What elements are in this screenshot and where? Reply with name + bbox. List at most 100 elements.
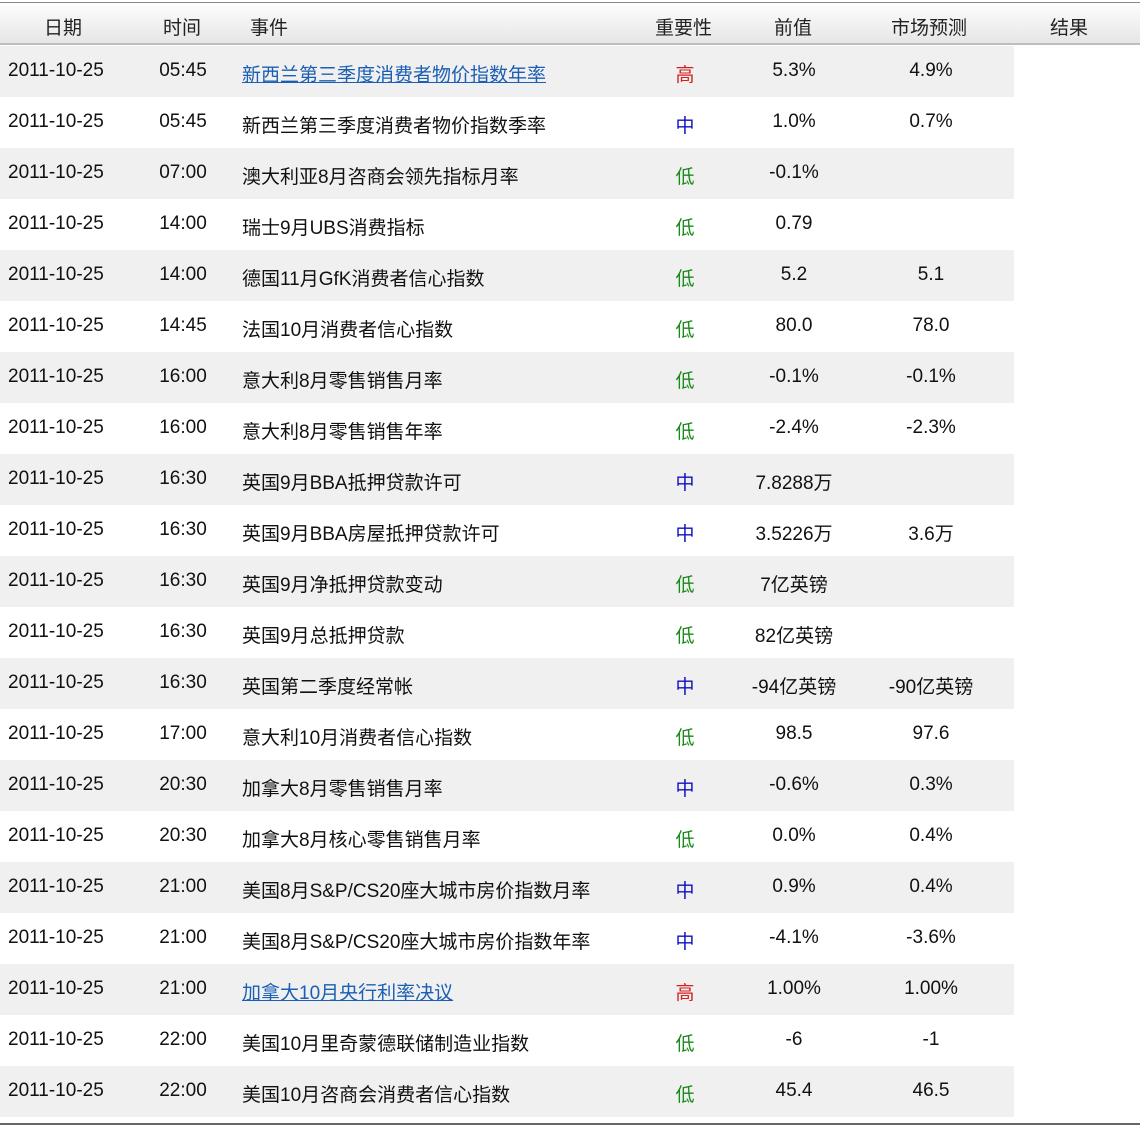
importance-cell: 低 bbox=[675, 1085, 695, 1106]
previous-cell: 98.5 bbox=[775, 723, 813, 744]
event-cell: 英国9月BBA房屋抵押贷款许可 bbox=[242, 524, 500, 545]
event-cell: 美国8月S&P/CS20座大城市房价指数月率 bbox=[242, 881, 591, 902]
table-row: 2011-10-25 16:00 意大利8月零售销售月率 低 -0.1% -0.1% bbox=[0, 352, 1140, 403]
previous-cell: 5.3% bbox=[772, 60, 816, 81]
table-row: 2011-10-25 16:00 意大利8月零售销售年率 低 -2.4% -2.3% bbox=[0, 403, 1140, 454]
event-cell: 美国10月里奇蒙德联储制造业指数 bbox=[242, 1034, 530, 1055]
forecast-cell: 5.1 bbox=[917, 264, 945, 285]
previous-cell: -0.1% bbox=[769, 162, 819, 183]
event-cell[interactable]: 新西兰第三季度消费者物价指数年率 bbox=[242, 65, 547, 86]
date-cell: 2011-10-25 bbox=[8, 1080, 104, 1101]
previous-cell: -4.1% bbox=[769, 927, 819, 948]
header-time[interactable]: 时间 bbox=[163, 18, 202, 39]
forecast-cell: 1.00% bbox=[904, 978, 958, 999]
importance-cell: 高 bbox=[675, 65, 695, 86]
event-cell: 意大利10月消费者信心指数 bbox=[242, 728, 473, 749]
date-cell: 2011-10-25 bbox=[8, 927, 104, 948]
date-cell: 2011-10-25 bbox=[8, 876, 104, 897]
importance-cell: 中 bbox=[675, 779, 695, 800]
importance-cell: 低 bbox=[675, 422, 695, 443]
header-importance[interactable]: 重要性 bbox=[655, 18, 713, 39]
date-cell: 2011-10-25 bbox=[8, 111, 104, 132]
forecast-cell: 3.6万 bbox=[908, 524, 954, 545]
table-row: 2011-10-25 05:45 新西兰第三季度消费者物价指数季率 中 1.0% 0.7% bbox=[0, 97, 1140, 148]
previous-cell: 5.2 bbox=[780, 264, 808, 285]
date-cell: 2011-10-25 bbox=[8, 825, 104, 846]
time-cell: 16:00 bbox=[159, 366, 207, 387]
date-cell: 2011-10-25 bbox=[8, 162, 104, 183]
event-cell: 加拿大8月零售销售月率 bbox=[242, 779, 443, 800]
time-cell: 16:30 bbox=[159, 570, 207, 591]
forecast-cell: 0.3% bbox=[909, 774, 953, 795]
time-cell: 16:00 bbox=[159, 417, 207, 438]
date-cell: 2011-10-25 bbox=[8, 315, 104, 336]
importance-cell: 中 bbox=[675, 881, 695, 902]
time-cell: 20:30 bbox=[159, 774, 207, 795]
event-cell: 澳大利亚8月咨商会领先指标月率 bbox=[242, 167, 519, 188]
previous-cell: 0.9% bbox=[772, 876, 816, 897]
importance-cell: 低 bbox=[675, 269, 695, 290]
previous-cell: -2.4% bbox=[769, 417, 819, 438]
bottom-border bbox=[0, 1123, 1140, 1125]
header-event[interactable]: 事件 bbox=[250, 18, 289, 39]
forecast-cell: -3.6% bbox=[906, 927, 956, 948]
table-row: 2011-10-25 21:00 加拿大10月央行利率决议 高 1.00% 1.00% bbox=[0, 964, 1140, 1015]
previous-cell: -0.6% bbox=[769, 774, 819, 795]
importance-cell: 低 bbox=[675, 371, 695, 392]
table-row: 2011-10-25 22:00 美国10月咨商会消费者信心指数 低 45.4 46.5 bbox=[0, 1066, 1140, 1117]
table-row: 2011-10-25 14:00 德国11月GfK消费者信心指数 低 5.2 5.1 bbox=[0, 250, 1140, 301]
importance-cell: 中 bbox=[675, 677, 695, 698]
importance-cell: 低 bbox=[675, 575, 695, 596]
time-cell: 22:00 bbox=[159, 1029, 207, 1050]
date-cell: 2011-10-25 bbox=[8, 774, 104, 795]
forecast-cell: 78.0 bbox=[912, 315, 950, 336]
importance-cell: 低 bbox=[675, 830, 695, 851]
previous-cell: 0.79 bbox=[775, 213, 813, 234]
table-row: 2011-10-25 16:30 英国9月净抵押贷款变动 低 7亿英镑 bbox=[0, 556, 1140, 607]
table-row: 2011-10-25 22:00 美国10月里奇蒙德联储制造业指数 低 -6 -1 bbox=[0, 1015, 1140, 1066]
forecast-cell: 0.4% bbox=[909, 825, 953, 846]
event-cell: 意大利8月零售销售年率 bbox=[242, 422, 443, 443]
forecast-cell: -2.3% bbox=[906, 417, 956, 438]
event-cell: 德国11月GfK消费者信心指数 bbox=[242, 269, 485, 290]
header-forecast[interactable]: 市场预测 bbox=[891, 18, 968, 39]
date-cell: 2011-10-25 bbox=[8, 621, 104, 642]
event-cell: 意大利8月零售销售月率 bbox=[242, 371, 443, 392]
table-row: 2011-10-25 05:45 新西兰第三季度消费者物价指数年率 高 5.3% 4.9% bbox=[0, 46, 1140, 97]
header-previous[interactable]: 前值 bbox=[774, 18, 813, 39]
previous-cell: -0.1% bbox=[769, 366, 819, 387]
table-row: 2011-10-25 16:30 英国第二季度经常帐 中 -94亿英镑 -90亿英镑 bbox=[0, 658, 1140, 709]
previous-cell: 45.4 bbox=[775, 1080, 813, 1101]
header-date[interactable]: 日期 bbox=[44, 18, 83, 39]
previous-cell: -6 bbox=[785, 1029, 803, 1050]
event-cell: 英国第二季度经常帐 bbox=[242, 677, 414, 698]
table-row: 2011-10-25 16:30 英国9月总抵押贷款 低 82亿英镑 bbox=[0, 607, 1140, 658]
importance-cell: 低 bbox=[675, 728, 695, 749]
table-row: 2011-10-25 17:00 意大利10月消费者信心指数 低 98.5 97.6 bbox=[0, 709, 1140, 760]
event-cell: 英国9月净抵押贷款变动 bbox=[242, 575, 443, 596]
date-cell: 2011-10-25 bbox=[8, 264, 104, 285]
date-cell: 2011-10-25 bbox=[8, 213, 104, 234]
time-cell: 16:30 bbox=[159, 672, 207, 693]
time-cell: 16:30 bbox=[159, 468, 207, 489]
header-result[interactable]: 结果 bbox=[1050, 18, 1089, 39]
table-row: 2011-10-25 14:00 瑞士9月UBS消费指标 低 0.79 bbox=[0, 199, 1140, 250]
importance-cell: 高 bbox=[675, 983, 695, 1004]
importance-cell: 低 bbox=[675, 167, 695, 188]
previous-cell: -94亿英镑 bbox=[751, 677, 837, 698]
previous-cell: 0.0% bbox=[772, 825, 816, 846]
date-cell: 2011-10-25 bbox=[8, 723, 104, 744]
importance-cell: 低 bbox=[675, 1034, 695, 1055]
event-cell[interactable]: 加拿大10月央行利率决议 bbox=[242, 983, 454, 1004]
importance-cell: 低 bbox=[675, 218, 695, 239]
time-cell: 14:45 bbox=[159, 315, 207, 336]
time-cell: 16:30 bbox=[159, 621, 207, 642]
time-cell: 20:30 bbox=[159, 825, 207, 846]
table-row: 2011-10-25 07:00 澳大利亚8月咨商会领先指标月率 低 -0.1% bbox=[0, 148, 1140, 199]
table-row: 2011-10-25 20:30 加拿大8月零售销售月率 中 -0.6% 0.3% bbox=[0, 760, 1140, 811]
time-cell: 16:30 bbox=[159, 519, 207, 540]
event-cell: 瑞士9月UBS消费指标 bbox=[242, 218, 425, 239]
date-cell: 2011-10-25 bbox=[8, 570, 104, 591]
date-cell: 2011-10-25 bbox=[8, 60, 104, 81]
previous-cell: 3.5226万 bbox=[755, 524, 833, 545]
